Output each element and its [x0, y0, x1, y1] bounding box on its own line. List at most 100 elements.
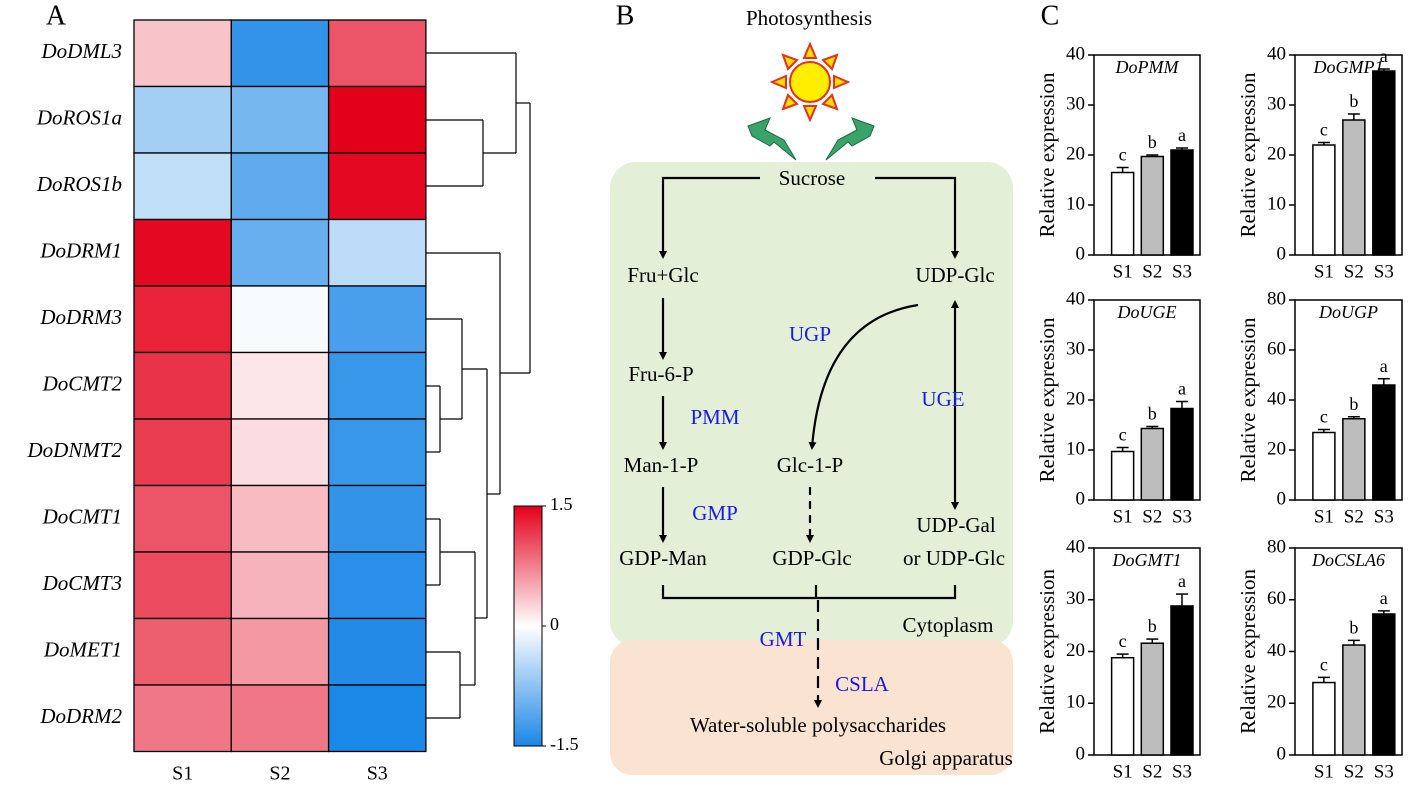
- y-tick-label: 10: [1066, 692, 1085, 713]
- x-tick-label: S3: [1374, 761, 1394, 782]
- y-tick-label: 20: [1066, 640, 1085, 661]
- significance-label: b: [1349, 394, 1358, 414]
- chart-title: DoCSLA6: [1311, 550, 1385, 570]
- colorbar: [513, 505, 543, 747]
- enzyme: PMM: [690, 405, 739, 429]
- heatmap-cell: [133, 617, 232, 686]
- y-tick-label: 20: [1267, 143, 1286, 164]
- enzyme: UGE: [921, 387, 964, 411]
- heatmap-cell: [133, 85, 232, 154]
- heatmap-cell: [327, 285, 427, 354]
- pathway-diagram: Photosynthesis Sucrose Fru+Glc UDP-Glc F…: [610, 6, 1013, 775]
- y-tick-label: 0: [1076, 743, 1086, 764]
- node: Fru-6-P: [628, 362, 693, 386]
- y-tick-label: 60: [1267, 338, 1286, 359]
- y-tick-label: 40: [1267, 640, 1286, 661]
- node: Glc-1-P: [777, 453, 844, 477]
- x-tick-label: S3: [1172, 761, 1192, 782]
- y-tick-label: 80: [1267, 536, 1286, 557]
- heatmap-cell: [327, 418, 427, 487]
- golgi-area: [610, 640, 1013, 775]
- significance-label: b: [1349, 91, 1358, 111]
- bar: [1312, 681, 1336, 756]
- y-tick-label: 10: [1066, 193, 1085, 214]
- significance-label: c: [1119, 631, 1127, 651]
- row-label: DoDRM1: [39, 239, 122, 263]
- row-label: DoDNMT2: [26, 438, 122, 462]
- heatmap-cell: [327, 19, 427, 88]
- bar: [1342, 644, 1366, 756]
- y-tick-label: 40: [1267, 43, 1286, 64]
- panel-label: A: [46, 0, 67, 31]
- bar: [1312, 144, 1336, 256]
- node: Water-soluble polysaccharides: [690, 713, 946, 737]
- significance-label: a: [1178, 379, 1186, 399]
- x-tick-label: S2: [1344, 261, 1364, 282]
- x-tick-label: S1: [1113, 261, 1133, 282]
- x-tick-label: S3: [1172, 261, 1192, 282]
- y-tick-label: 0: [1076, 243, 1086, 264]
- x-tick-label: S1: [1113, 506, 1133, 527]
- colorbar-tick-label: -1.5: [550, 734, 579, 754]
- significance-label: a: [1380, 356, 1388, 376]
- significance-label: b: [1148, 404, 1157, 424]
- significance-label: b: [1148, 132, 1157, 152]
- row-label: DoDML3: [40, 39, 122, 63]
- heatmap-cell: [133, 418, 232, 487]
- heatmap-cell: [230, 218, 330, 287]
- y-tick-label: 40: [1267, 388, 1286, 409]
- node: Man-1-P: [624, 453, 699, 477]
- row-label: DoROS1a: [36, 106, 122, 130]
- bar: [1342, 119, 1366, 256]
- row-label: DoCMT3: [42, 571, 122, 595]
- enzyme: GMP: [692, 501, 738, 525]
- x-tick-label: S1: [1314, 506, 1334, 527]
- bar: [1372, 384, 1396, 501]
- significance-label: b: [1148, 616, 1157, 636]
- y-axis-label: Relative expression: [1236, 317, 1260, 483]
- panel-label: B: [616, 0, 635, 31]
- y-tick-label: 10: [1066, 438, 1085, 459]
- x-tick-label: S2: [1344, 761, 1364, 782]
- x-tick-label: S2: [1142, 761, 1162, 782]
- significance-label: a: [1178, 571, 1186, 591]
- bar: [1372, 70, 1396, 256]
- heatmap-cell: [230, 19, 330, 88]
- heatmap-cell: [327, 484, 427, 553]
- chart-title: DoUGE: [1117, 302, 1177, 322]
- y-tick-label: 0: [1277, 243, 1287, 264]
- x-tick-label: S1: [1314, 261, 1334, 282]
- y-tick-label: 40: [1066, 536, 1085, 557]
- significance-label: c: [1119, 425, 1127, 445]
- x-tick-label: S2: [1142, 506, 1162, 527]
- enzyme: UGP: [789, 322, 831, 346]
- y-tick-label: 30: [1066, 338, 1085, 359]
- heatmap-cell: [230, 551, 330, 620]
- bar: [1110, 656, 1135, 756]
- row-label: DoMET1: [43, 638, 122, 662]
- y-tick-label: 0: [1076, 488, 1086, 509]
- y-tick-label: 30: [1267, 93, 1286, 114]
- column-label: S1: [172, 763, 193, 785]
- chart-title: DoGMP1: [1313, 57, 1384, 77]
- x-tick-label: S1: [1113, 761, 1133, 782]
- heatmap-cell: [133, 218, 232, 287]
- row-label: DoDRM2: [39, 704, 122, 728]
- heatmap-cell: [133, 152, 232, 221]
- bar: [1110, 450, 1135, 501]
- bar: [1140, 427, 1165, 501]
- y-tick-label: 20: [1066, 388, 1085, 409]
- heatmap-cell: [327, 218, 427, 287]
- y-tick-label: 80: [1267, 288, 1286, 309]
- significance-label: b: [1349, 617, 1358, 637]
- compartment-label: Golgi apparatus: [879, 746, 1013, 770]
- y-axis-label: Relative expression: [1236, 568, 1260, 734]
- column-label: S3: [367, 763, 388, 785]
- heatmap-cell: [327, 684, 427, 753]
- chart-title: DoUGP: [1318, 302, 1378, 322]
- y-tick-label: 10: [1267, 193, 1286, 214]
- significance-label: a: [1380, 588, 1388, 608]
- heatmap-cell: [230, 285, 330, 354]
- y-axis-label: Relative expression: [1236, 72, 1260, 238]
